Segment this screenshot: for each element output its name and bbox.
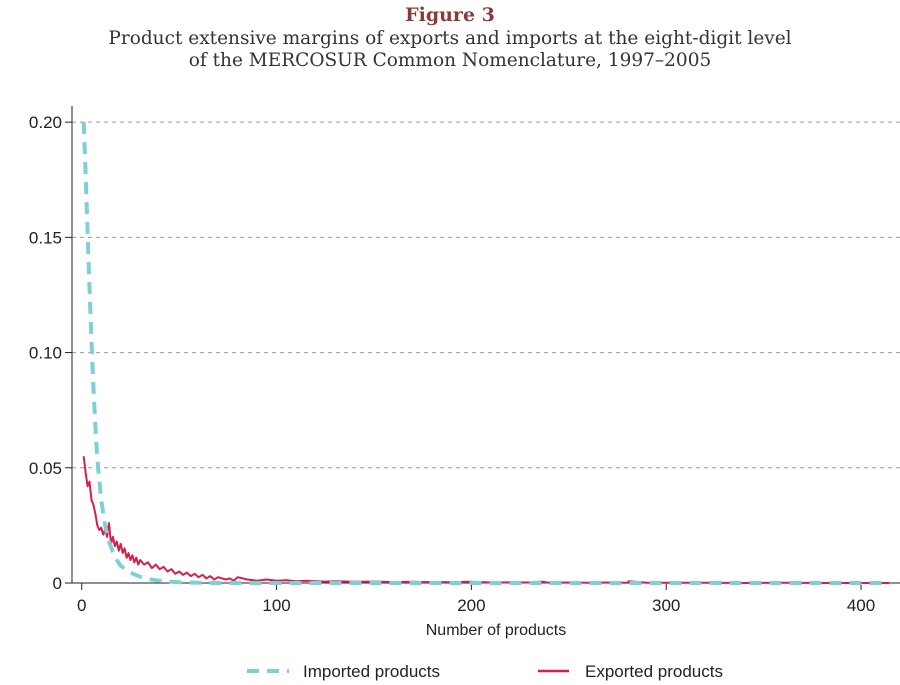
x-tick-label: 300 — [652, 596, 680, 615]
legend-label-exported: Exported products — [585, 662, 723, 681]
x-tick-label: 0 — [77, 596, 86, 615]
figure-label: Figure 3 — [405, 4, 495, 26]
series-line-exported — [82, 456, 891, 584]
x-tick-label: 100 — [262, 596, 290, 615]
legend: Imported products Exported products — [247, 662, 723, 681]
legend-label-imported: Imported products — [303, 662, 440, 681]
y-tick-label: 0.05 — [29, 459, 62, 478]
y-tick-label: 0.20 — [29, 113, 62, 132]
y-tick-label: 0 — [53, 574, 62, 593]
chart-title-line-2: of the MERCOSUR Common Nomenclature, 199… — [188, 50, 712, 71]
x-tick-label: 200 — [457, 596, 485, 615]
y-tick-label: 0.15 — [29, 228, 62, 247]
chart-title-line-1: Product extensive margins of exports and… — [108, 28, 792, 49]
x-axis-title: Number of products — [426, 622, 567, 639]
x-tick-label: 400 — [847, 596, 875, 615]
axes: 0 0.05 0.10 0.15 0.20 0 100 200 300 400 — [29, 106, 900, 615]
series-line-imported — [81, 122, 891, 585]
plot-area — [81, 122, 891, 585]
chart-title: Product extensive margins of exports and… — [0, 28, 900, 72]
y-tick-label: 0.10 — [29, 344, 62, 363]
gridlines — [72, 121, 900, 469]
